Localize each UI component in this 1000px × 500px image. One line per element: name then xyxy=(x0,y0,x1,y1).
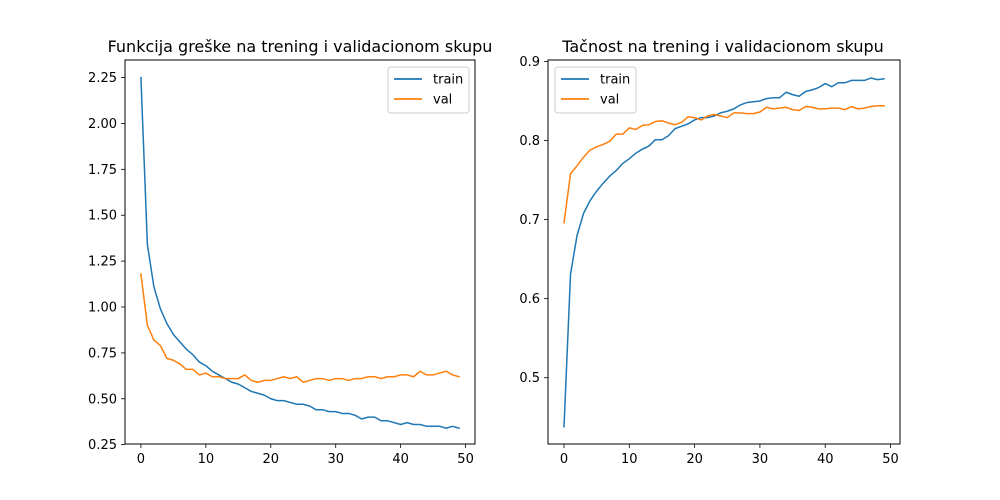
accuracy-chart-title: Tačnost na trening i validacionom skupu xyxy=(561,37,884,56)
accuracy-y-tick-label: 0.6 xyxy=(519,292,540,307)
loss-y-tick-label: 1.50 xyxy=(88,209,117,224)
loss-x-tick-label: 0 xyxy=(137,452,145,467)
loss-series xyxy=(140,76,461,430)
accuracy-x-tick-label: 0 xyxy=(560,452,568,467)
accuracy-legend-label-val: val xyxy=(600,93,619,108)
accuracy-axis-ticks: 0 10 20 30 40 50 0.5 0.6 0.7 0.8 0.9 xyxy=(519,55,898,467)
loss-series-val-line xyxy=(140,273,461,384)
loss-x-tick-label: 40 xyxy=(392,452,409,467)
loss-y-tick-label: 1.00 xyxy=(88,301,117,316)
loss-y-tick-label: 0.50 xyxy=(88,392,117,407)
loss-y-tick-label: 0.25 xyxy=(88,438,117,453)
accuracy-y-tick-label: 0.8 xyxy=(519,134,540,149)
loss-x-tick-label: 50 xyxy=(457,452,474,467)
accuracy-x-tick-label: 40 xyxy=(817,452,834,467)
loss-x-tick-label: 30 xyxy=(327,452,344,467)
accuracy-series-val-line xyxy=(563,104,885,224)
accuracy-y-tick-label: 0.9 xyxy=(519,55,540,70)
loss-y-tick-label: 2.00 xyxy=(88,117,117,132)
loss-series-train-line xyxy=(140,76,461,430)
accuracy-plot-frame xyxy=(547,59,901,445)
accuracy-legend: train val xyxy=(554,66,637,114)
accuracy-chart: Tačnost na trening i validacionom skupu … xyxy=(519,37,901,467)
accuracy-y-tick-label: 0.7 xyxy=(519,213,540,228)
accuracy-series-train-line xyxy=(563,77,885,428)
accuracy-series xyxy=(563,77,885,428)
loss-x-tick-label: 20 xyxy=(263,452,280,467)
loss-y-tick-label: 1.75 xyxy=(88,163,117,178)
loss-x-tick-label: 10 xyxy=(198,452,215,467)
accuracy-y-tick-label: 0.5 xyxy=(519,371,540,386)
accuracy-x-tick-label: 20 xyxy=(686,452,703,467)
loss-chart: Funkcija greške na trening i validaciono… xyxy=(88,37,492,467)
loss-legend: train val xyxy=(387,66,470,114)
loss-legend-label-train: train xyxy=(433,73,463,88)
accuracy-plot-area xyxy=(548,60,900,444)
loss-chart-title: Funkcija greške na trening i validaciono… xyxy=(108,37,493,56)
accuracy-x-tick-label: 10 xyxy=(621,452,638,467)
loss-y-tick-label: 1.25 xyxy=(88,255,117,270)
accuracy-x-tick-label: 50 xyxy=(882,452,899,467)
loss-y-tick-label: 2.25 xyxy=(88,71,117,86)
loss-y-tick-label: 0.75 xyxy=(88,346,117,361)
accuracy-x-tick-label: 30 xyxy=(752,452,769,467)
loss-plot-area xyxy=(125,60,475,444)
accuracy-legend-label-train: train xyxy=(600,73,630,88)
loss-plot-frame xyxy=(124,59,476,445)
loss-legend-label-val: val xyxy=(433,93,452,108)
loss-axis-ticks: 0 10 20 30 40 50 0.25 0.50 0.75 1.00 1.25 1.50 1.75 2… xyxy=(88,71,474,467)
